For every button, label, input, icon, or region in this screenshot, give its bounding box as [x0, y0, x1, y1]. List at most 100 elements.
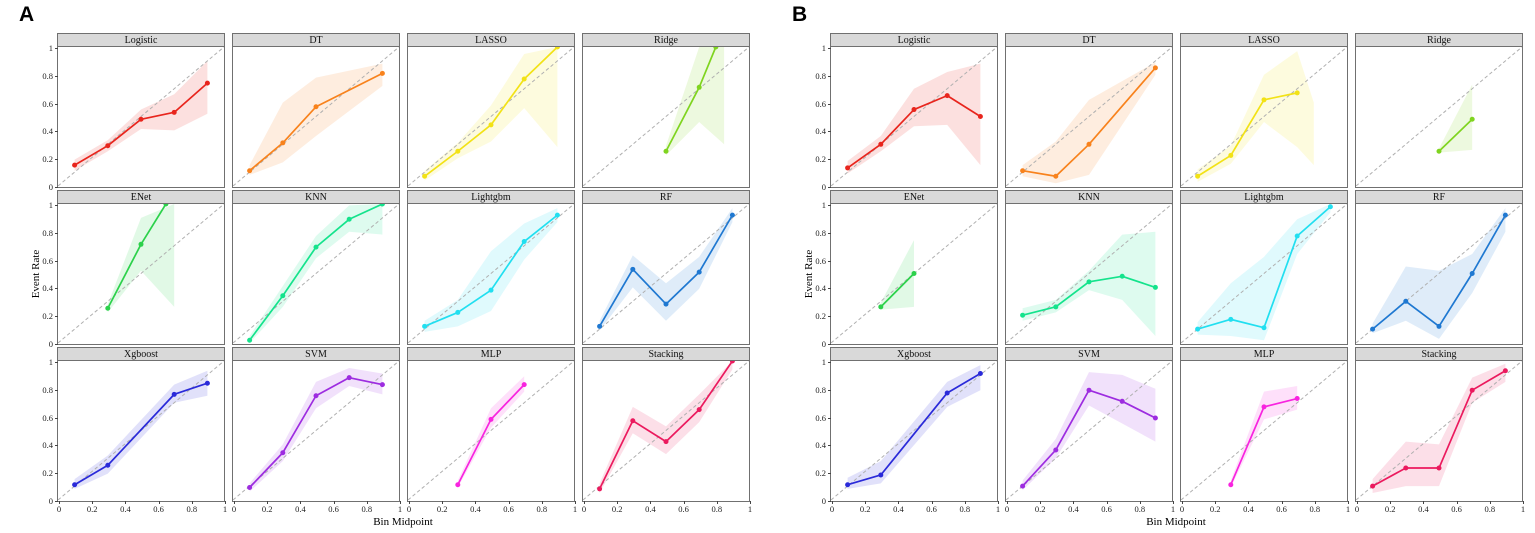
x-tick-label: 1 — [1345, 504, 1351, 514]
y-tick-label: 0.6 — [42, 98, 53, 109]
x-tick-label: 0.6 — [1101, 504, 1112, 514]
subplot-xgboost-a: Xgboost 0 0.2 0.4 0.6 0.8 1 0 0.2 0.4 0.6 0.8 1 — [42, 347, 227, 513]
data-point-marker — [630, 418, 636, 424]
data-point-marker — [488, 287, 494, 293]
plot-canvas — [408, 204, 574, 343]
subplot-knn-a: KNN — [232, 190, 400, 345]
x-tick-label: 0.6 — [1276, 504, 1287, 514]
data-point-marker — [911, 107, 917, 113]
data-point-marker — [1502, 368, 1508, 374]
plot-canvas — [1006, 47, 1172, 186]
plot-canvas — [1006, 361, 1172, 500]
y-tick-label: 0 — [48, 495, 53, 506]
x-tick-mark — [1139, 501, 1141, 504]
subplot-lightgbm-a: Lightgbm — [407, 190, 575, 345]
y-tick-mark — [55, 232, 58, 234]
panel-a-grid: Logistic 0 0.2 0.4 0.6 0.8 1 DT LASSO Ridge ENet 0 0… — [42, 33, 752, 513]
confidence-ribbon — [847, 63, 981, 174]
plot-canvas — [1356, 361, 1522, 500]
y-tick-label: 0.6 — [815, 255, 826, 266]
subplot-ridge-b: Ridge — [1355, 33, 1523, 188]
plot-canvas — [831, 204, 997, 343]
y-tick-mark — [55, 417, 58, 419]
x-tick-label: 0.2 — [261, 504, 273, 514]
data-point-marker — [878, 141, 884, 147]
plot-area: 0 0.2 0.4 0.6 0.8 1 0 0.2 0.4 0.6 0.8 1 — [815, 358, 1000, 513]
x-tick-label: 0 — [56, 504, 62, 514]
data-point-marker — [521, 239, 527, 245]
data-point-marker — [72, 482, 78, 488]
plot-canvas — [583, 204, 749, 343]
strip-title: Stacking — [582, 347, 750, 361]
data-point-marker — [171, 109, 177, 115]
data-point-marker — [1228, 152, 1234, 158]
x-tick-label: 0.4 — [645, 504, 656, 514]
data-point-marker — [1228, 482, 1234, 488]
x-tick-mark — [333, 501, 335, 504]
data-point-marker — [630, 266, 636, 272]
strip-title: MLP — [407, 347, 575, 361]
data-point-marker — [521, 76, 527, 82]
plot-canvas — [408, 47, 574, 186]
x-tick-label: 0.4 — [1068, 504, 1079, 514]
x-tick-label: 1 — [747, 504, 753, 514]
y-tick-mark — [828, 316, 831, 318]
x-tick-label: 0.8 — [1309, 504, 1321, 514]
y-tick-mark — [828, 417, 831, 419]
y-tick-mark — [55, 159, 58, 161]
data-point-marker — [1119, 398, 1125, 404]
x-tick-mark — [1007, 501, 1008, 504]
y-tick-mark — [55, 473, 58, 475]
data-point-marker — [422, 173, 428, 179]
data-point-marker — [1020, 483, 1026, 489]
y-tick-mark — [55, 445, 58, 447]
strip-title: LASSO — [407, 33, 575, 47]
y-tick-mark — [55, 501, 58, 502]
subplot-enet-a: ENet 0 0.2 0.4 0.6 0.8 1 — [42, 190, 225, 348]
strip-title: KNN — [1005, 190, 1173, 204]
data-point-marker — [878, 304, 884, 310]
reference-diagonal-line — [1356, 361, 1522, 500]
x-tick-label: 0.2 — [436, 504, 448, 514]
y-tick-label: 0.6 — [815, 412, 826, 423]
subplot-logistic-b: Logistic 0 0.2 0.4 0.6 0.8 1 — [815, 33, 998, 191]
data-point-marker — [105, 462, 111, 468]
data-point-marker — [247, 168, 253, 174]
data-point-marker — [455, 482, 461, 488]
x-tick-mark — [683, 501, 685, 504]
plot-area: 0 0.2 0.4 0.6 0.8 1 — [815, 201, 998, 348]
x-tick-mark — [1523, 501, 1524, 504]
plot-area: 0 0.2 0.4 0.6 0.8 1 — [582, 361, 752, 513]
data-point-marker — [663, 301, 669, 307]
x-tick-mark — [92, 501, 94, 504]
y-tick-mark — [828, 445, 831, 447]
data-point-marker — [1436, 465, 1442, 471]
y-tick-mark — [55, 103, 58, 105]
y-tick-mark — [55, 205, 58, 206]
y-tick-mark — [828, 48, 831, 49]
plot-area: 0 0.2 0.4 0.6 0.8 1 — [1355, 361, 1525, 513]
y-tick-mark — [55, 316, 58, 318]
reference-diagonal-line — [1181, 361, 1347, 500]
plot-canvas — [831, 361, 997, 500]
y-tick-label: 0.6 — [42, 255, 53, 266]
x-tick-label: 0.8 — [959, 504, 971, 514]
data-point-marker — [1152, 415, 1158, 421]
y-tick-label: 1 — [48, 199, 53, 210]
data-point-marker — [554, 212, 560, 218]
x-tick-mark — [750, 501, 751, 504]
strip-title: DT — [232, 33, 400, 47]
data-point-marker — [346, 216, 352, 222]
confidence-ribbon — [847, 365, 981, 489]
data-point-marker — [1119, 273, 1125, 279]
subplot-lightgbm-b: Lightgbm — [1180, 190, 1348, 345]
y-tick-mark — [828, 131, 831, 133]
x-tick-mark — [1357, 501, 1358, 504]
x-tick-label: 0.2 — [859, 504, 871, 514]
confidence-ribbon — [424, 208, 558, 332]
x-tick-label: 0 — [1004, 504, 1010, 514]
x-tick-label: 0.2 — [611, 504, 623, 514]
strip-title: Ridge — [582, 33, 750, 47]
x-tick-label: 0.8 — [1134, 504, 1146, 514]
y-tick-mark — [828, 159, 831, 161]
